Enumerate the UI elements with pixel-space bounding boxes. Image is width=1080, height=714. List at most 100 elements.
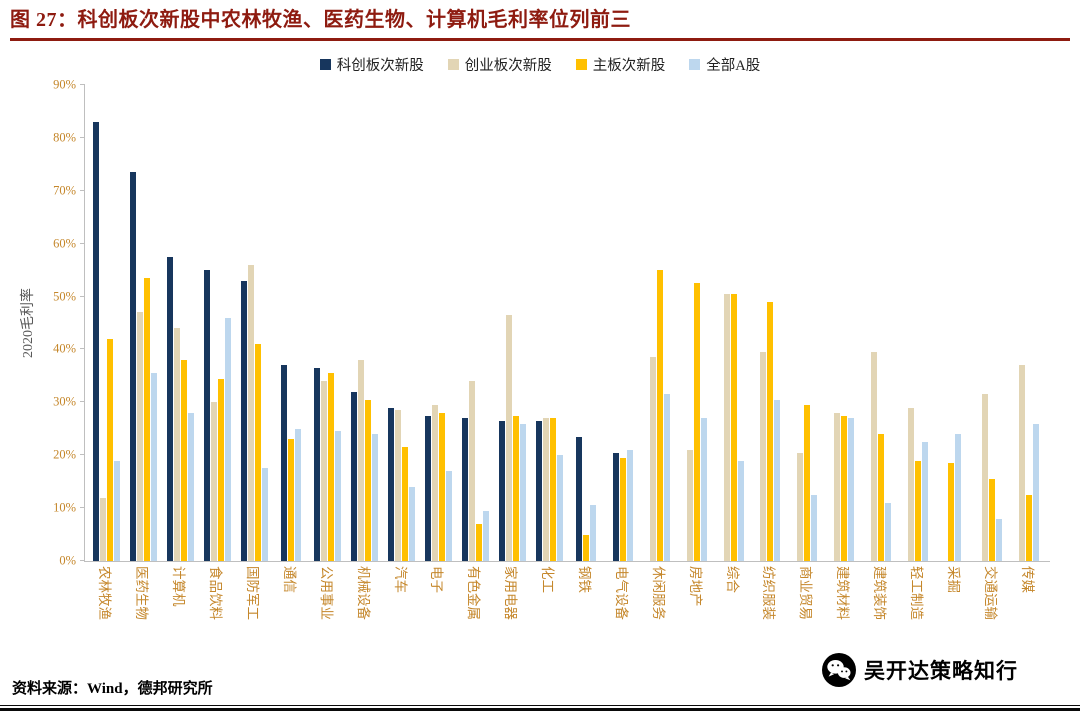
bar [760, 352, 767, 561]
bar [774, 399, 781, 561]
bar [287, 439, 294, 561]
x-tick-label-text: 建筑材料 [835, 566, 851, 620]
bar [328, 373, 335, 561]
bar [372, 434, 379, 561]
x-tick-label: 农林牧渔 [88, 562, 125, 658]
x-tick-label: 房地产 [678, 562, 715, 658]
plot-and-labels: 农林牧渔 医药生物 计算机 食品饮料 国防军工 通信 公用事业 机械设备 汽车 电子 有色金属 家用电… [80, 84, 1050, 658]
bar-group [420, 85, 457, 561]
figure-header: 图 27：科创板次新股中农林牧渔、医药生物、计算机毛利率位列前三 [0, 0, 1080, 38]
bar [365, 399, 372, 561]
bar [626, 449, 633, 561]
legend-swatch [319, 58, 331, 70]
bar [431, 404, 438, 561]
bar [247, 264, 254, 561]
x-tick-label: 休闲服务 [641, 562, 678, 658]
x-tick-label-text: 休闲服务 [650, 566, 666, 620]
y-tick-label: 40% [53, 341, 76, 356]
bar-group [604, 85, 641, 561]
bar [482, 510, 489, 561]
y-tick-label: 60% [53, 236, 76, 251]
y-tick-label: 90% [53, 77, 76, 92]
bar-group [383, 85, 420, 561]
x-tick-label-text: 食品饮料 [208, 566, 224, 620]
bar [519, 423, 526, 561]
x-tick-label-text: 房地产 [687, 566, 703, 607]
x-tick-label: 化工 [531, 562, 568, 658]
legend-swatch [689, 58, 701, 70]
x-tick-label-text: 公用事业 [318, 566, 334, 620]
bar [590, 505, 597, 561]
bar [649, 357, 656, 561]
bar-group [346, 85, 383, 561]
bar [395, 410, 402, 561]
bar [505, 315, 512, 561]
bar-group [568, 85, 605, 561]
bar [730, 293, 737, 561]
y-tick-label: 50% [53, 289, 76, 304]
bar [693, 283, 700, 561]
legend-label: 科创板次新股 [336, 57, 424, 74]
y-tick-label: 70% [53, 183, 76, 198]
x-tick-label: 交通运输 [973, 562, 1010, 658]
bar [143, 278, 150, 561]
x-tick-label: 钢铁 [568, 562, 605, 658]
bar [542, 418, 549, 561]
bar [254, 344, 261, 561]
legend-item-2: 主板次新股 [575, 54, 665, 75]
legend-item-0: 科创板次新股 [319, 54, 424, 75]
bar [498, 420, 505, 561]
legend-item-3: 全部A股 [689, 54, 760, 75]
bar [811, 494, 818, 561]
bar [106, 338, 113, 561]
bar [1025, 494, 1032, 561]
bar-group [309, 85, 346, 561]
bar [848, 418, 855, 561]
bar-group [457, 85, 494, 561]
plot-area [80, 84, 1050, 562]
bar [150, 373, 157, 561]
bar [512, 415, 519, 561]
legend-swatch [575, 58, 587, 70]
x-tick-label-text: 国防军工 [245, 566, 260, 620]
x-tick-label-text: 交通运输 [982, 566, 998, 620]
x-tick-label: 采掘 [936, 562, 973, 658]
bar [556, 455, 563, 561]
bar [424, 415, 431, 561]
bar [871, 352, 878, 561]
bar [878, 434, 885, 561]
bar [981, 394, 988, 561]
x-tick-label: 建筑材料 [826, 562, 863, 658]
legend-item-1: 创业板次新股 [447, 54, 552, 75]
y-tick-mark [80, 242, 85, 244]
y-tick-mark [80, 507, 85, 509]
x-tick-label: 医药生物 [125, 562, 162, 658]
x-tick-label-text: 电气设备 [613, 566, 629, 620]
title-rule [10, 38, 1070, 41]
bar-group [715, 85, 752, 561]
x-tick-label-text: 纺织服装 [761, 566, 777, 620]
legend: 科创板次新股 创业板次新股 主板次新股 全部A股 [0, 53, 1080, 75]
bar [335, 431, 342, 561]
bar [700, 418, 707, 561]
bar-group [863, 85, 900, 561]
x-tick-label: 综合 [715, 562, 752, 658]
bar [280, 365, 287, 561]
x-tick-label: 传媒 [1010, 562, 1047, 658]
y-tick-label: 0% [59, 553, 76, 568]
bar [663, 394, 670, 561]
bar-group [1010, 85, 1047, 561]
bar [166, 256, 173, 561]
bar [948, 463, 955, 561]
x-tick-label: 国防军工 [236, 562, 273, 658]
bar [438, 412, 445, 561]
x-tick-label: 纺织服装 [752, 562, 789, 658]
y-tick-mark [80, 348, 85, 350]
bar [314, 367, 321, 561]
x-tick-label-text: 传媒 [1019, 566, 1035, 593]
bar [402, 447, 409, 561]
bar [549, 418, 556, 561]
bar [321, 381, 328, 561]
x-tick-label: 有色金属 [457, 562, 494, 658]
